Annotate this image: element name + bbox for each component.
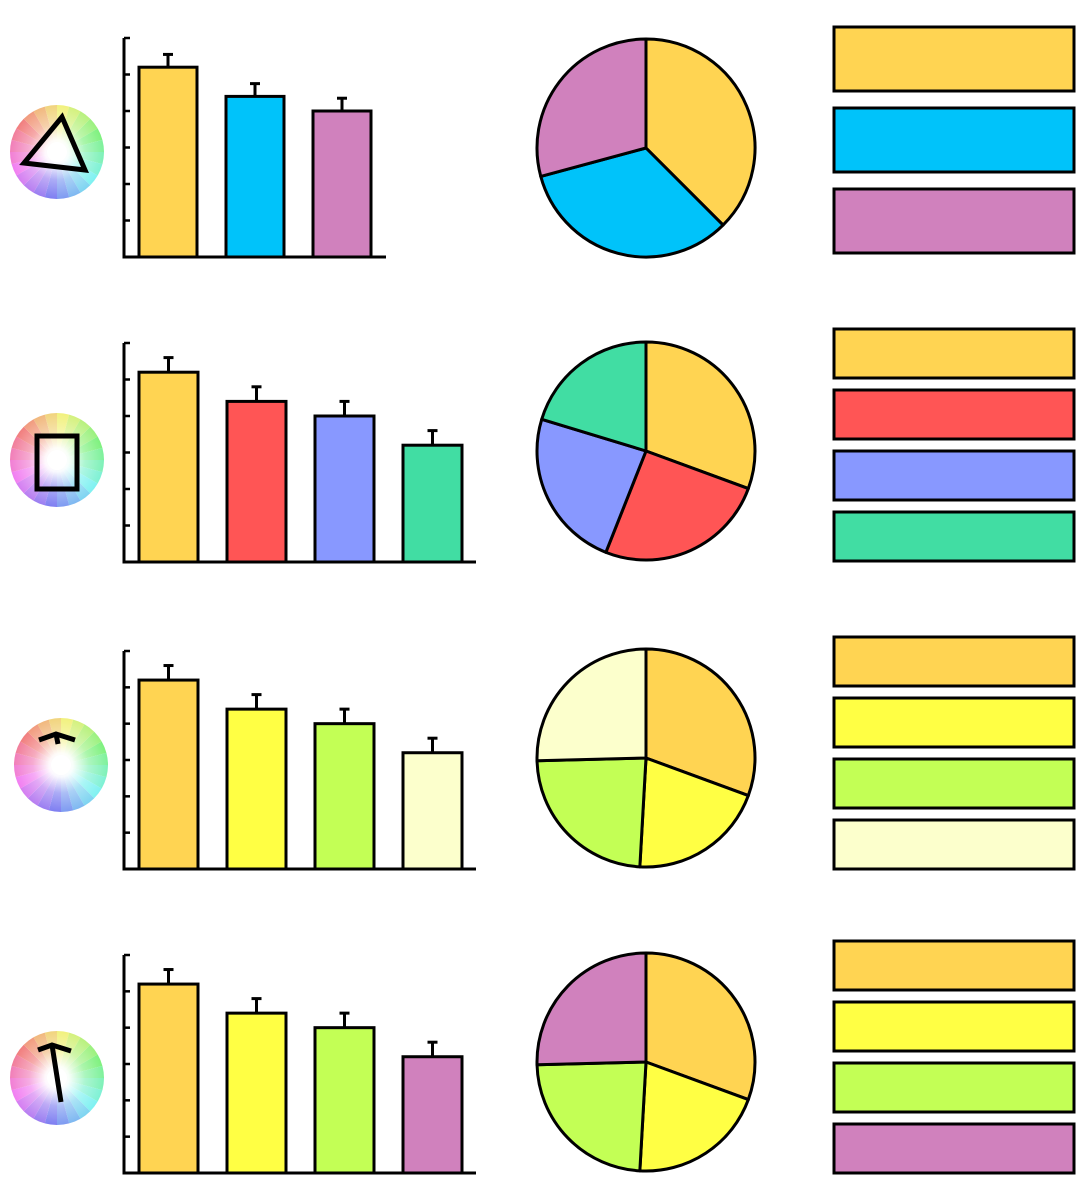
color-wheel <box>14 718 108 812</box>
color-swatch <box>832 1061 1076 1114</box>
pie-slice <box>604 449 750 562</box>
scheme-row <box>14 635 1076 871</box>
color-swatch <box>832 327 1076 380</box>
pie-slice <box>535 756 648 869</box>
color-wheel <box>10 105 104 199</box>
pie-chart <box>535 340 757 562</box>
bar <box>224 94 286 259</box>
color-wheel-hub <box>47 142 67 162</box>
bar <box>313 722 376 871</box>
color-wheel-hub <box>51 755 71 775</box>
bar-chart <box>122 649 476 871</box>
bar <box>225 1011 288 1175</box>
bar <box>401 443 464 564</box>
bar <box>225 707 288 871</box>
color-swatches <box>832 327 1076 563</box>
bar <box>313 414 376 564</box>
bar <box>311 109 373 259</box>
color-swatch <box>832 1122 1076 1175</box>
accented-analogous-icon <box>37 1042 72 1103</box>
bar <box>225 399 288 564</box>
bar-chart <box>122 36 386 259</box>
color-swatch <box>832 635 1076 688</box>
color-swatch <box>832 510 1076 563</box>
pie-slice <box>535 1060 648 1173</box>
color-swatch <box>832 106 1076 174</box>
pie-slice <box>638 756 750 869</box>
pie-slice <box>644 340 757 491</box>
color-swatch <box>832 187 1076 255</box>
color-swatch <box>832 696 1076 749</box>
pie-slice <box>638 1060 750 1173</box>
color-wheel <box>10 1031 104 1125</box>
analogous-arrow-icon <box>38 731 76 745</box>
pie-slice <box>535 647 648 763</box>
color-swatch <box>832 939 1076 992</box>
pie-slice <box>540 340 648 453</box>
bar <box>137 370 200 564</box>
bar <box>401 1055 464 1175</box>
pie-chart <box>535 647 757 869</box>
pie-slice <box>539 146 725 259</box>
color-swatch <box>832 818 1076 871</box>
bar <box>137 65 199 259</box>
color-swatches <box>832 25 1076 255</box>
triangle-icon <box>19 112 90 173</box>
color-swatch <box>832 1000 1076 1053</box>
color-swatch <box>832 388 1076 441</box>
pie-slice <box>644 37 757 227</box>
bar <box>401 751 464 871</box>
pie-slice <box>644 647 757 798</box>
color-swatch <box>832 25 1076 93</box>
pie-chart <box>535 37 757 259</box>
pie-slice <box>644 951 757 1102</box>
color-swatch <box>832 757 1076 810</box>
rectangle-icon <box>34 433 80 492</box>
color-wheel-hub <box>47 450 67 470</box>
bar-chart <box>122 953 476 1175</box>
color-wheel <box>10 413 104 507</box>
scheme-row <box>10 327 1076 564</box>
color-swatches <box>832 939 1076 1175</box>
color-swatches <box>832 635 1076 871</box>
color-swatch <box>832 449 1076 502</box>
bar <box>313 1026 376 1175</box>
scheme-row <box>10 939 1076 1175</box>
bar <box>137 678 200 871</box>
scheme-row <box>10 25 1076 259</box>
pie-chart <box>535 951 757 1173</box>
pie-slice <box>535 37 648 178</box>
bar-chart <box>122 341 476 564</box>
pie-slice <box>535 417 648 554</box>
pie-slice <box>535 951 648 1067</box>
bar <box>137 982 200 1175</box>
